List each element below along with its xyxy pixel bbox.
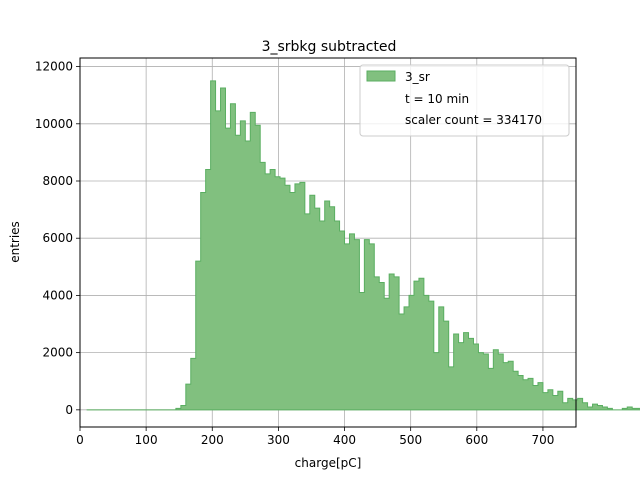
- chart-title: 3_srbkg subtracted: [262, 39, 397, 55]
- y-tick-label: 4000: [42, 288, 73, 302]
- y-tick-label: 0: [65, 403, 73, 417]
- y-tick-label: 6000: [42, 231, 73, 245]
- x-tick-label: 100: [135, 433, 158, 447]
- axis-ticks: 0 100 200 300 400 500 600 700 0 2000 4000 6000 8000 1…: [35, 60, 555, 447]
- histogram-series-3-sr: [86, 80, 640, 411]
- y-tick-label: 12000: [35, 60, 73, 74]
- x-tick-label: 600: [465, 433, 488, 447]
- legend-box: [359, 64, 570, 137]
- x-tick-label: 200: [201, 433, 224, 447]
- x-tick-label: 0: [76, 433, 84, 447]
- legend: 3_sr t = 10 min scaler count = 334170: [359, 64, 570, 137]
- legend-scaler-text: scaler count = 334170: [405, 113, 542, 127]
- legend-swatch: [366, 70, 396, 82]
- legend-series-label: 3_sr: [405, 70, 430, 84]
- legend-time-text: t = 10 min: [405, 92, 469, 106]
- y-axis-label: entries: [8, 221, 22, 263]
- x-tick-label: 300: [267, 433, 290, 447]
- y-tick-label: 2000: [42, 346, 73, 360]
- x-tick-label: 500: [399, 433, 422, 447]
- x-tick-label: 700: [531, 433, 554, 447]
- x-axis-label: charge[pC]: [295, 456, 362, 470]
- x-tick-label: 400: [333, 433, 356, 447]
- y-tick-label: 8000: [42, 174, 73, 188]
- y-tick-label: 10000: [35, 117, 73, 131]
- plot-frame: [79, 57, 577, 428]
